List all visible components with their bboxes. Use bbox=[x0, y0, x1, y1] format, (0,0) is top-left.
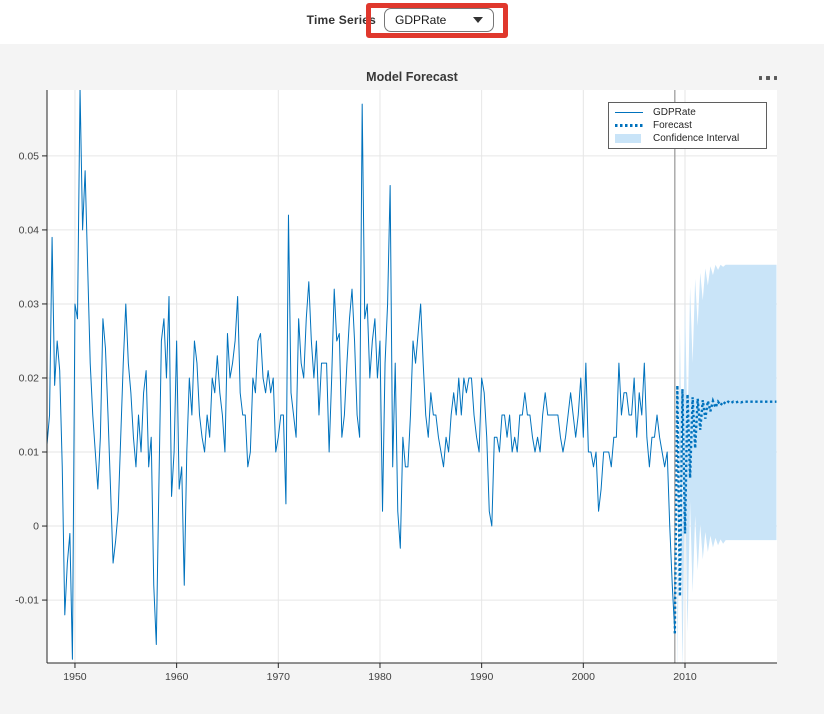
top-control-bar: Time Series GDPRate bbox=[0, 0, 824, 44]
svg-text:1960: 1960 bbox=[165, 671, 189, 683]
svg-text:2010: 2010 bbox=[673, 671, 697, 683]
svg-text:0.05: 0.05 bbox=[19, 150, 40, 162]
svg-text:-0.01: -0.01 bbox=[15, 595, 39, 607]
svg-text:0.02: 0.02 bbox=[19, 372, 40, 384]
svg-text:0.01: 0.01 bbox=[19, 447, 40, 459]
svg-text:1950: 1950 bbox=[63, 671, 87, 683]
legend-label: Forecast bbox=[653, 120, 692, 131]
legend-sample-solid-line bbox=[615, 112, 649, 113]
legend-sample-dotted-line bbox=[615, 124, 649, 127]
svg-text:1980: 1980 bbox=[368, 671, 392, 683]
legend-row-confidence-interval: Confidence Interval bbox=[615, 132, 762, 145]
svg-text:0: 0 bbox=[33, 521, 39, 533]
legend-row-forecast: Forecast bbox=[615, 119, 762, 132]
gdprate-line bbox=[47, 90, 676, 660]
legend-row-gdprate: GDPRate bbox=[615, 106, 762, 119]
legend-sample-patch bbox=[615, 134, 649, 143]
axes-options-ellipsis-icon[interactable] bbox=[753, 71, 783, 85]
svg-text:2000: 2000 bbox=[572, 671, 596, 683]
x-tick-labels: 1950 1960 1970 1980 1990 2000 2010 bbox=[63, 671, 697, 683]
svg-text:1970: 1970 bbox=[267, 671, 291, 683]
ellipsis-dot bbox=[766, 76, 770, 80]
chart-title: Model Forecast bbox=[366, 70, 458, 84]
svg-text:0.03: 0.03 bbox=[19, 298, 40, 310]
time-series-label: Time Series bbox=[306, 13, 376, 27]
caret-down-icon bbox=[473, 17, 483, 23]
time-series-dropdown[interactable]: GDPRate bbox=[384, 8, 494, 32]
legend-label: GDPRate bbox=[653, 107, 696, 118]
axes bbox=[42, 90, 777, 668]
chart-legend[interactable]: GDPRate Forecast Confidence Interval bbox=[608, 102, 767, 149]
confidence-interval-band bbox=[677, 264, 777, 663]
legend-label: Confidence Interval bbox=[653, 133, 740, 144]
svg-text:0.04: 0.04 bbox=[19, 224, 40, 236]
time-series-dropdown-value: GDPRate bbox=[395, 13, 447, 27]
svg-text:1990: 1990 bbox=[470, 671, 494, 683]
ellipsis-dot bbox=[758, 76, 763, 80]
y-tick-labels: -0.01 0 0.01 0.02 0.03 0.04 0.05 bbox=[15, 150, 39, 606]
ellipsis-dot bbox=[773, 76, 778, 80]
